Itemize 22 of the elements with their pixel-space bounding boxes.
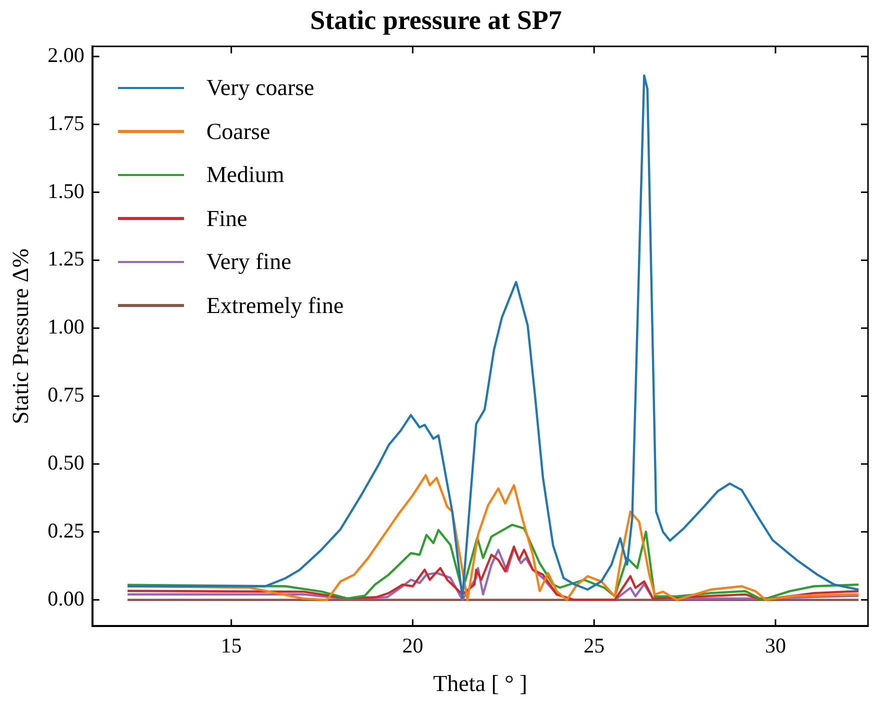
x-tick-label: 15 — [220, 633, 242, 658]
x-tick-label: 20 — [402, 633, 424, 658]
legend-label: Very coarse — [206, 75, 314, 102]
legend-label: Medium — [206, 162, 284, 188]
x-tick-label: 25 — [584, 633, 605, 658]
legend-label: Coarse — [206, 118, 270, 145]
y-tick-label: 2.00 — [48, 42, 84, 67]
legend-label: Very fine — [206, 249, 292, 276]
y-tick-label: 0.50 — [48, 450, 84, 475]
y-tick-label: 1.00 — [48, 314, 84, 339]
y-tick-label: 1.50 — [48, 178, 84, 203]
legend-label: Extremely fine — [206, 292, 344, 319]
chart-title: Static pressure at SP7 — [310, 5, 562, 36]
legend-label: Fine — [206, 206, 248, 232]
y-tick-label: 0.25 — [48, 518, 84, 542]
y-tick-label: 1.75 — [48, 110, 84, 135]
y-axis-title: Static Pressure Δ% — [8, 248, 33, 424]
x-tick-label: 30 — [764, 633, 786, 658]
y-tick-label: 0.75 — [48, 382, 84, 407]
x-axis-title: Theta [ ° ] — [433, 671, 528, 696]
y-tick-label: 0.00 — [48, 586, 84, 610]
y-tick-label: 1.25 — [48, 246, 84, 271]
